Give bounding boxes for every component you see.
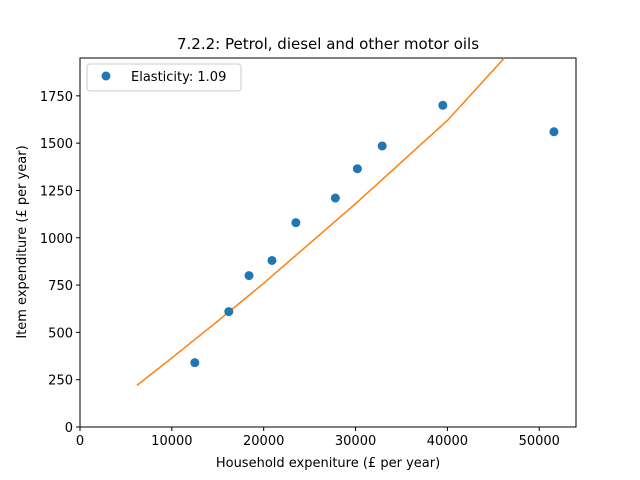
y-tick-label: 1250 [40,184,73,199]
y-tick-label: 0 [65,421,73,436]
y-tick-label: 750 [48,279,73,294]
points-layer [190,100,559,368]
x-axis: 0 10000 20000 30000 40000 50000 [76,427,560,449]
x-tick-label: 20000 [243,434,284,449]
data-point [377,141,387,151]
y-tick-label: 1500 [40,137,73,152]
data-point [267,255,277,265]
x-tick-label: 50000 [519,434,560,449]
x-axis-label: Household expeniture (£ per year) [216,456,440,471]
data-point [352,164,362,174]
y-tick-label: 500 [48,326,73,341]
legend-label: Elasticity: 1.09 [131,70,226,85]
data-point [190,358,200,368]
x-tick-label: 30000 [335,434,376,449]
y-axis-label: Item expenditure (£ per year) [15,145,30,338]
data-point [438,100,448,110]
plot-area-frame [79,57,577,428]
data-point [224,307,234,317]
data-point [244,271,254,281]
y-tick-label: 250 [48,374,73,389]
x-tick-label: 10000 [151,434,192,449]
data-point [330,193,340,203]
data-point [291,218,301,228]
chart-title: 7.2.2: Petrol, diesel and other motor oi… [177,35,479,53]
legend-marker [101,71,111,81]
fit-line-layer [136,57,505,386]
fit-line [136,57,505,386]
y-axis: 0 250 500 750 1000 1250 1500 1750 [40,90,80,436]
x-tick-label: 40000 [427,434,468,449]
y-tick-label: 1750 [40,90,73,105]
x-tick-label: 0 [76,434,84,449]
legend: Elasticity: 1.09 [86,63,242,92]
y-tick-label: 1000 [40,232,73,247]
legend-box [86,63,242,92]
data-point [549,127,559,137]
